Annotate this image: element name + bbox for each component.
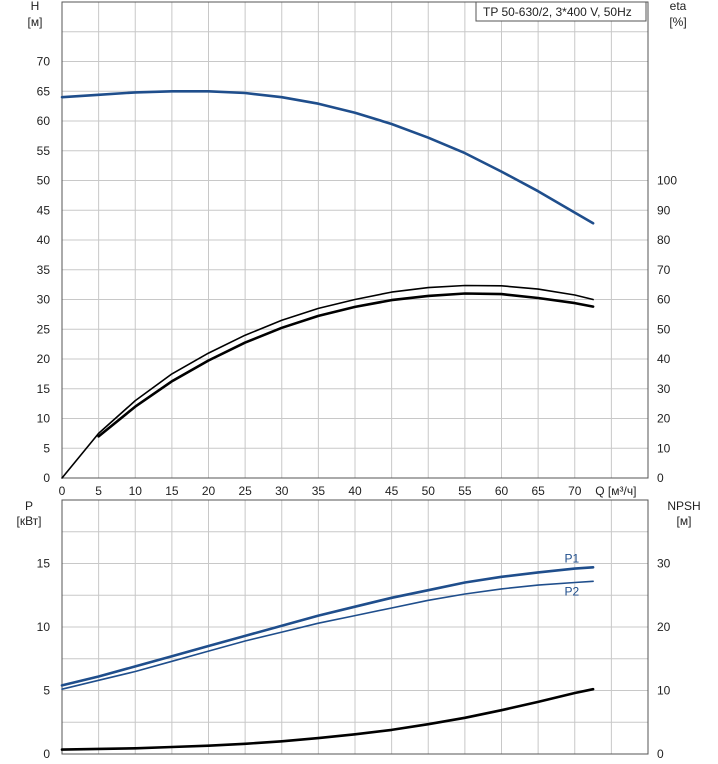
- bottom-y-left-label: P: [25, 499, 33, 513]
- top-series-line-1: [61, 284, 594, 479]
- top-y-right-tick: 70: [657, 263, 671, 277]
- top-y-right-tick: 80: [657, 233, 671, 247]
- top-y-left-tick: 70: [37, 55, 51, 69]
- top-x-tick: 55: [458, 484, 472, 498]
- top-x-tick: 20: [202, 484, 216, 498]
- top-y-left-tick: 35: [37, 263, 51, 277]
- bottom-plot-frame: [61, 499, 649, 755]
- top-y-left-tick: 10: [37, 412, 51, 426]
- top-y-left-tick: 55: [37, 144, 51, 158]
- top-x-tick: 70: [568, 484, 582, 498]
- top-x-tick: 50: [422, 484, 436, 498]
- top-y-left-tick: 65: [37, 84, 51, 98]
- top-x-tick: 65: [531, 484, 545, 498]
- top-series-line-0: [60, 90, 595, 225]
- top-y-right-tick: 10: [657, 441, 671, 455]
- top-x-axis-label: Q [м³/ч]: [595, 484, 636, 498]
- top-panel: 0510152025303540455055606570010203040506…: [28, 0, 687, 498]
- top-series-line-2: [97, 292, 595, 438]
- top-x-tick: 25: [238, 484, 252, 498]
- top-y-left-tick: 25: [37, 322, 51, 336]
- bottom-series-line-0: [60, 565, 595, 687]
- top-y-left-tick: 5: [43, 441, 50, 455]
- top-y-left-tick: 0: [43, 471, 50, 485]
- bottom-y-right-tick: 0: [657, 747, 664, 761]
- top-y-left-label: H: [31, 0, 40, 13]
- top-y-right-label: eta: [670, 0, 687, 13]
- top-y-right-tick: 40: [657, 352, 671, 366]
- top-y-right-tick: 60: [657, 293, 671, 307]
- top-x-tick: 5: [95, 484, 102, 498]
- top-y-right-tick: 100: [657, 174, 677, 188]
- bottom-panel: 0 5 10 15 0 10 20 30 P[кВт] NPSH[м] P1 P2: [16, 499, 700, 761]
- top-y-right-tick: 30: [657, 382, 671, 396]
- bottom-y-right-tick: 10: [657, 684, 671, 698]
- top-x-tick: 40: [348, 484, 362, 498]
- top-y-left-tick: 20: [37, 352, 51, 366]
- bottom-y-left-tick: 10: [37, 620, 51, 634]
- top-y-left-tick: 45: [37, 203, 51, 217]
- top-y-right-tick: 90: [657, 203, 671, 217]
- top-y-left-tick: 30: [37, 293, 51, 307]
- bottom-series-line-1: [61, 580, 594, 691]
- top-y-left-tick: 15: [37, 382, 51, 396]
- top-y-right-tick: 0: [657, 471, 664, 485]
- bottom-y-left-unit: [кВт]: [16, 514, 41, 528]
- top-x-tick: 45: [385, 484, 399, 498]
- top-x-tick: 0: [59, 484, 66, 498]
- top-x-tick: 10: [129, 484, 143, 498]
- top-x-tick: 30: [275, 484, 289, 498]
- bottom-y-right-label: NPSH: [667, 499, 700, 513]
- top-y-right-unit: [%]: [669, 15, 686, 29]
- bottom-series-label-p1: P1: [564, 551, 579, 565]
- top-plot-frame: [61, 1, 649, 479]
- top-y-left-tick: 40: [37, 233, 51, 247]
- bottom-y-right-unit: [м]: [677, 514, 692, 528]
- top-y-left-tick: 60: [37, 114, 51, 128]
- legend-box: TP 50-630/2, 3*400 V, 50Hz: [475, 1, 647, 22]
- bottom-y-left-tick: 15: [37, 557, 51, 571]
- top-x-tick: 60: [495, 484, 509, 498]
- legend-box-text: TP 50-630/2, 3*400 V, 50Hz: [483, 5, 632, 19]
- top-x-tick: 15: [165, 484, 179, 498]
- top-y-right-tick: 20: [657, 412, 671, 426]
- top-y-left-tick: 50: [37, 174, 51, 188]
- bottom-series-line-2: [60, 687, 595, 751]
- bottom-y-left-tick: 5: [43, 684, 50, 698]
- top-y-right-tick: 50: [657, 322, 671, 336]
- bottom-y-right-tick: 20: [657, 620, 671, 634]
- top-y-left-unit: [м]: [28, 15, 43, 29]
- top-x-tick: 35: [312, 484, 326, 498]
- bottom-series-label-p2: P2: [564, 584, 579, 598]
- bottom-y-right-tick: 30: [657, 557, 671, 571]
- bottom-y-left-tick: 0: [43, 747, 50, 761]
